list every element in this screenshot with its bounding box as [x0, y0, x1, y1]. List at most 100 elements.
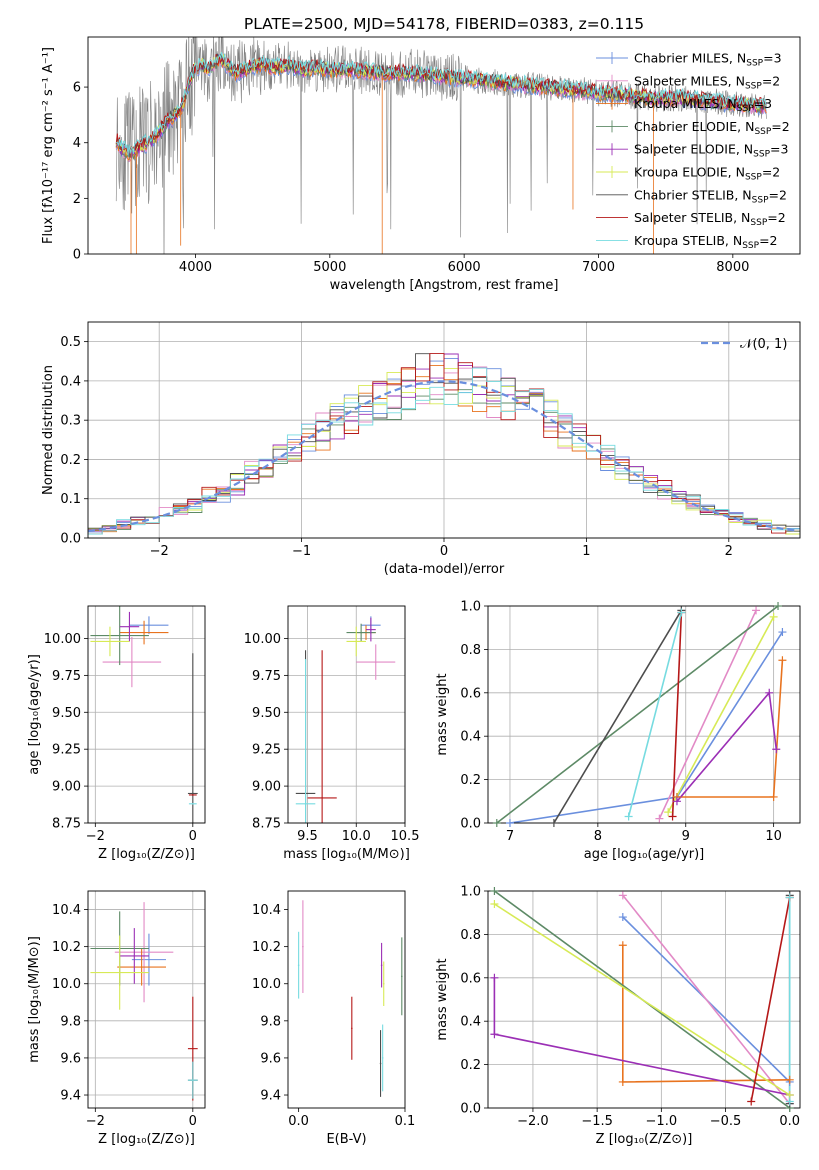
axes-frame [287, 605, 406, 824]
legend-label: Chabrier MILES, NSSP=3 [634, 51, 782, 69]
legend-subscript: SSP [752, 195, 769, 205]
legend-label: 𝒩(0, 1) [740, 337, 787, 352]
data-point [192, 1047, 194, 1050]
legend-value: =3 [763, 51, 781, 66]
plus-marker [765, 688, 774, 697]
legend-label: Salpeter MILES, NSSP=2 [634, 73, 780, 91]
x-axis-label: wavelength [Angstrom, rest frame] [330, 278, 559, 293]
legend-value: =3 [770, 142, 788, 157]
y-tick-label: 9.4 [260, 1089, 281, 1104]
x-tick-label: 6000 [448, 260, 481, 275]
y-tick-label: 10.4 [52, 903, 81, 918]
y-tick-label: 0.8 [460, 643, 481, 658]
x-tick-label: 10.5 [391, 829, 420, 844]
legend-label: Salpeter STELIB, NSSP=2 [634, 210, 786, 228]
y-tick-label: 0 [73, 248, 81, 263]
y-tick-label: 2 [73, 192, 81, 207]
data-point [133, 955, 136, 957]
y-tick-label: 9.00 [52, 780, 81, 795]
mass-weight-line [496, 606, 779, 823]
x-tick-label: 8 [594, 829, 602, 844]
y-tick-label: 0.2 [460, 1058, 481, 1073]
y-tick-label: 9.25 [52, 743, 81, 758]
y-tick-label: 9.4 [60, 1089, 81, 1104]
plus-marker [618, 941, 627, 950]
plus-marker [490, 887, 499, 895]
plus-marker [785, 1097, 794, 1106]
plus-marker [655, 814, 664, 823]
x-tick-label: −1 [292, 544, 311, 559]
data-point [360, 631, 362, 634]
plus-marker [624, 812, 633, 821]
model-spectrum-line [116, 51, 767, 156]
legend-subscript: SSP [754, 127, 771, 137]
y-tick-label: 0.4 [60, 374, 81, 389]
legend-value: =2 [769, 187, 787, 202]
y-tick-label: 0.0 [460, 817, 481, 832]
x-tick-label: 0.1 [395, 1114, 416, 1129]
y-tick-label: 6 [73, 81, 81, 96]
x-tick-label: 2 [725, 544, 733, 559]
x-tick-label: 4000 [179, 260, 212, 275]
y-tick-label: 0.4 [460, 1015, 481, 1030]
legend-value: =2 [767, 210, 785, 225]
plot-area [115, 37, 767, 254]
panel-massweight-vs-age: 7 8 9 10 0.0 0.2 0.4 0.6 0.8 1.0 age [log₁₀(age/yr… [435, 600, 801, 862]
plus-marker [490, 1030, 499, 1039]
plus-marker [677, 608, 686, 617]
y-tick-label: 9.8 [260, 1014, 281, 1029]
axes-frame [87, 321, 801, 539]
data-point [148, 624, 150, 626]
axes-frame [87, 890, 206, 1109]
data-point [382, 982, 385, 985]
panel-age-vs-Z: −2 0 8.75 9.00 9.25 9.50 9.75 10.00 Z [log₁₀(Z/Z… [27, 605, 206, 862]
figure-title: PLATE=2500, MJD=54178, FIBERID=0383, z=0… [244, 15, 644, 33]
legend-label: Salpeter ELODIE, NSSP=3 [634, 142, 788, 160]
data-point [192, 794, 194, 796]
legend-label: Kroupa ELODIE, NSSP=2 [634, 165, 780, 183]
data-point [140, 966, 143, 968]
legend-subscript: SSP [750, 218, 767, 228]
data-point [109, 640, 111, 643]
panel-age-vs-mass: 9.5 10.0 10.5 8.75 9.00 9.25 9.50 9.75 10.00 mass… [244, 605, 420, 862]
x-tick-label: 0 [440, 544, 448, 559]
plot-area [295, 616, 396, 823]
axes: −2 −1 0 1 2 0.0 0.1 0.2 0.3 0.4 0.5 (data-model)/er… [41, 321, 801, 577]
axes-frame [87, 36, 801, 255]
legend-value: =2 [771, 119, 789, 134]
x-tick-label: −1.5 [581, 1114, 613, 1129]
legend-value: =2 [759, 233, 777, 248]
x-tick-label: −2 [86, 829, 105, 844]
axes: −2 0 8.75 9.00 9.25 9.50 9.75 10.00 Z [log₁₀(Z/Z… [27, 605, 206, 862]
panel-mass-vs-Z: −2 0 9.4 9.6 9.8 10.0 10.2 10.4 Z [log₁₀(Z/Z⊙)] m… [27, 890, 206, 1147]
y-tick-label: 4 [73, 136, 81, 151]
mass-weight-line [622, 894, 791, 1105]
plus-marker [747, 1097, 756, 1106]
y-axis-label: mass weight [435, 958, 450, 1040]
plot-area [90, 606, 198, 823]
y-tick-label: 0.3 [60, 414, 81, 429]
y-axis-label: Flux [fλ10⁻¹⁷ erg cm⁻² s⁻¹ A⁻¹] [41, 47, 56, 244]
data-point [192, 792, 194, 795]
data-point [380, 964, 383, 966]
x-tick-label: 0 [189, 829, 197, 844]
axes: 9.5 10.0 10.5 8.75 9.00 9.25 9.50 9.75 10.00 mass… [244, 605, 420, 862]
y-tick-label: 0.8 [460, 928, 481, 943]
x-axis-label: Z [log₁₀(Z/Z⊙)] [596, 1132, 693, 1147]
y-tick-label: 9.75 [252, 669, 281, 684]
legend-label: Chabrier STELIB, NSSP=2 [634, 187, 787, 205]
histogram-series [88, 367, 800, 538]
y-tick-label: 10.2 [252, 940, 281, 955]
legend-subscript: SSP [745, 173, 762, 183]
legend-subscript: SSP [742, 241, 759, 251]
plot-area [90, 902, 198, 1101]
y-tick-label: 9.25 [252, 743, 281, 758]
plus-marker [785, 893, 794, 902]
legend-value: =2 [762, 73, 780, 88]
legend-label: Kroupa STELIB, NSSP=2 [634, 233, 778, 251]
data-point [143, 631, 145, 634]
x-tick-label: 1 [582, 544, 590, 559]
y-tick-label: 0.6 [460, 971, 481, 986]
plus-marker [672, 797, 681, 806]
x-tick-label: 9 [682, 829, 690, 844]
